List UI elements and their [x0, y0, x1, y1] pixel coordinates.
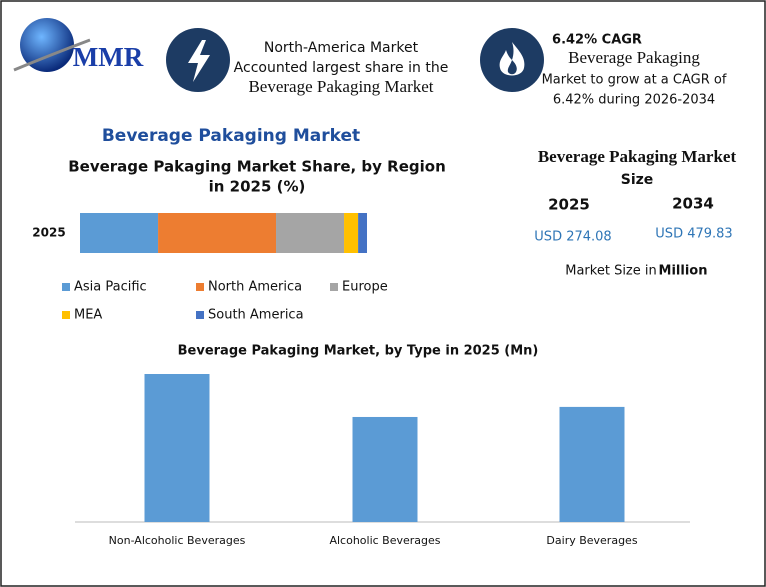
- section-title: Beverage Pakaging Market: [102, 126, 360, 146]
- logo-text: MMR: [73, 42, 144, 72]
- panel-title: Beverage Pakaging Market: [538, 147, 737, 166]
- info-text: North-America Market: [264, 40, 419, 56]
- legend-label: South America: [208, 308, 304, 323]
- bar-segment: [344, 213, 359, 253]
- legend-swatch: [62, 283, 70, 291]
- info-text: Beverage Pakaging: [568, 48, 700, 67]
- y-tick-label: 2025: [32, 226, 65, 240]
- legend-swatch: [196, 283, 204, 291]
- legend-swatch: [62, 311, 70, 319]
- bar: [352, 416, 418, 522]
- year-label: 2034: [672, 195, 714, 213]
- logo-swoosh: [13, 38, 91, 72]
- info-text: Accounted largest share in the: [234, 60, 449, 76]
- bar-segment: [80, 213, 159, 253]
- bar: [559, 406, 625, 522]
- legend-label: Europe: [342, 280, 388, 295]
- bar-segment: [276, 213, 345, 253]
- info-text: Market to grow at a CAGR of: [542, 73, 727, 88]
- legend-swatch: [196, 311, 204, 319]
- legend-swatch: [330, 283, 338, 291]
- logo-globe: [20, 18, 74, 72]
- info-text: Beverage Pakaging Market: [248, 77, 433, 96]
- x-tick-label: Alcoholic Beverages: [329, 534, 440, 547]
- bar: [144, 374, 210, 522]
- legend-label: North America: [208, 280, 302, 295]
- market-value: USD 274.08: [534, 230, 611, 245]
- panel-note: Market Size in: [565, 264, 657, 279]
- bar-segment: [358, 213, 367, 253]
- market-value: USD 479.83: [655, 227, 732, 242]
- bar-segment: [158, 213, 277, 253]
- cagr-title: 6.42% CAGR: [552, 33, 642, 48]
- flame-icon: [499, 42, 525, 76]
- flame-inner: [507, 60, 517, 75]
- info-text: 6.42% during 2026-2034: [553, 93, 715, 108]
- panel-title: Size: [621, 172, 654, 188]
- year-label: 2025: [548, 196, 590, 214]
- legend-label: MEA: [74, 308, 102, 323]
- chart-title: Beverage Pakaging Market Share, by Regio…: [68, 158, 446, 176]
- chart-title: in 2025 (%): [209, 178, 306, 196]
- x-tick-label: Non-Alcoholic Beverages: [109, 534, 246, 547]
- lightning-icon: [188, 40, 210, 82]
- x-tick-label: Dairy Beverages: [546, 534, 637, 547]
- panel-note: Million: [659, 264, 708, 279]
- chart-title: Beverage Pakaging Market, by Type in 202…: [178, 344, 539, 359]
- legend-label: Asia Pacific: [74, 280, 147, 295]
